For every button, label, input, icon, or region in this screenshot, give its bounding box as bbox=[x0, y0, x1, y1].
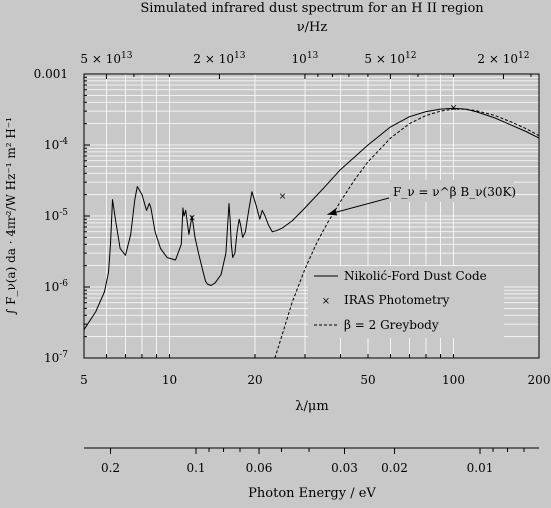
top-tick-label: 5 × 1013 bbox=[80, 51, 132, 66]
legend-label-2: β = 2 Greybody bbox=[344, 318, 439, 332]
iras-point-marker: × bbox=[279, 192, 287, 202]
energy-tick-label: 0.02 bbox=[381, 461, 408, 475]
y-tick-label: 10-7 bbox=[44, 350, 68, 365]
y-tick-label: 10-6 bbox=[44, 279, 68, 294]
energy-tick-label: 0.1 bbox=[186, 461, 205, 475]
top-tick-label: 2 × 1012 bbox=[477, 51, 529, 66]
x-tick-label: 20 bbox=[247, 373, 262, 387]
y-tick-label: 0.001 bbox=[34, 67, 68, 81]
data-series: × × × bbox=[83, 103, 540, 359]
x-tick-label: 50 bbox=[360, 373, 375, 387]
x-tick-label: 10 bbox=[162, 373, 177, 387]
energy-tick-label: 0.01 bbox=[467, 461, 494, 475]
annotation-arrowhead bbox=[327, 208, 338, 216]
legend-label-1: IRAS Photometry bbox=[344, 293, 450, 307]
y-tick-label: 10-5 bbox=[44, 208, 68, 223]
axis-ticks: 5 10 20 50 100 200 10-7 10-6 10-5 10-4 0.001 5 × 10… bbox=[34, 51, 551, 387]
energy-axis-label: Photon Energy / eV bbox=[248, 486, 376, 501]
legend-label-0: Nikolić-Ford Dust Code bbox=[344, 269, 487, 283]
x-tick-label: 200 bbox=[528, 373, 551, 387]
energy-axis-ticks: 0.2 0.1 0.06 0.03 0.02 0.01 bbox=[101, 448, 525, 475]
legend: Nikolić-Ford Dust Code × IRAS Photometry… bbox=[308, 266, 504, 338]
y-tick-label: 10-4 bbox=[44, 137, 68, 152]
annotation-label: F_ν = ν^β B_ν(30K) bbox=[393, 185, 516, 199]
energy-tick-label: 0.2 bbox=[101, 461, 120, 475]
y-axis-label: ∫ F_ν(a) da · 4πr²/W Hz⁻¹ m² H⁻¹ bbox=[4, 117, 18, 315]
top-axis-label: ν/Hz bbox=[297, 20, 328, 35]
energy-tick-label: 0.03 bbox=[331, 461, 358, 475]
legend-marker-x: × bbox=[322, 296, 330, 307]
iras-point-marker: × bbox=[188, 214, 196, 224]
dust-code-line bbox=[83, 107, 540, 330]
greybody-line bbox=[274, 108, 540, 359]
top-tick-label: 5 × 1012 bbox=[364, 51, 416, 66]
x-tick-label: 100 bbox=[442, 373, 465, 387]
iras-point-marker: × bbox=[450, 103, 458, 113]
annotation-arrow bbox=[327, 197, 390, 215]
top-tick-label: 1013 bbox=[292, 51, 319, 66]
annotation-background bbox=[390, 180, 514, 202]
x-tick-label: 5 bbox=[80, 373, 88, 387]
top-tick-label: 2 × 1013 bbox=[193, 51, 245, 66]
x-axis-label: λ/μm bbox=[295, 399, 328, 414]
legend-box bbox=[308, 266, 504, 338]
chart-title: Simulated infrared dust spectrum for an … bbox=[140, 1, 484, 16]
energy-tick-label: 0.06 bbox=[246, 461, 273, 475]
